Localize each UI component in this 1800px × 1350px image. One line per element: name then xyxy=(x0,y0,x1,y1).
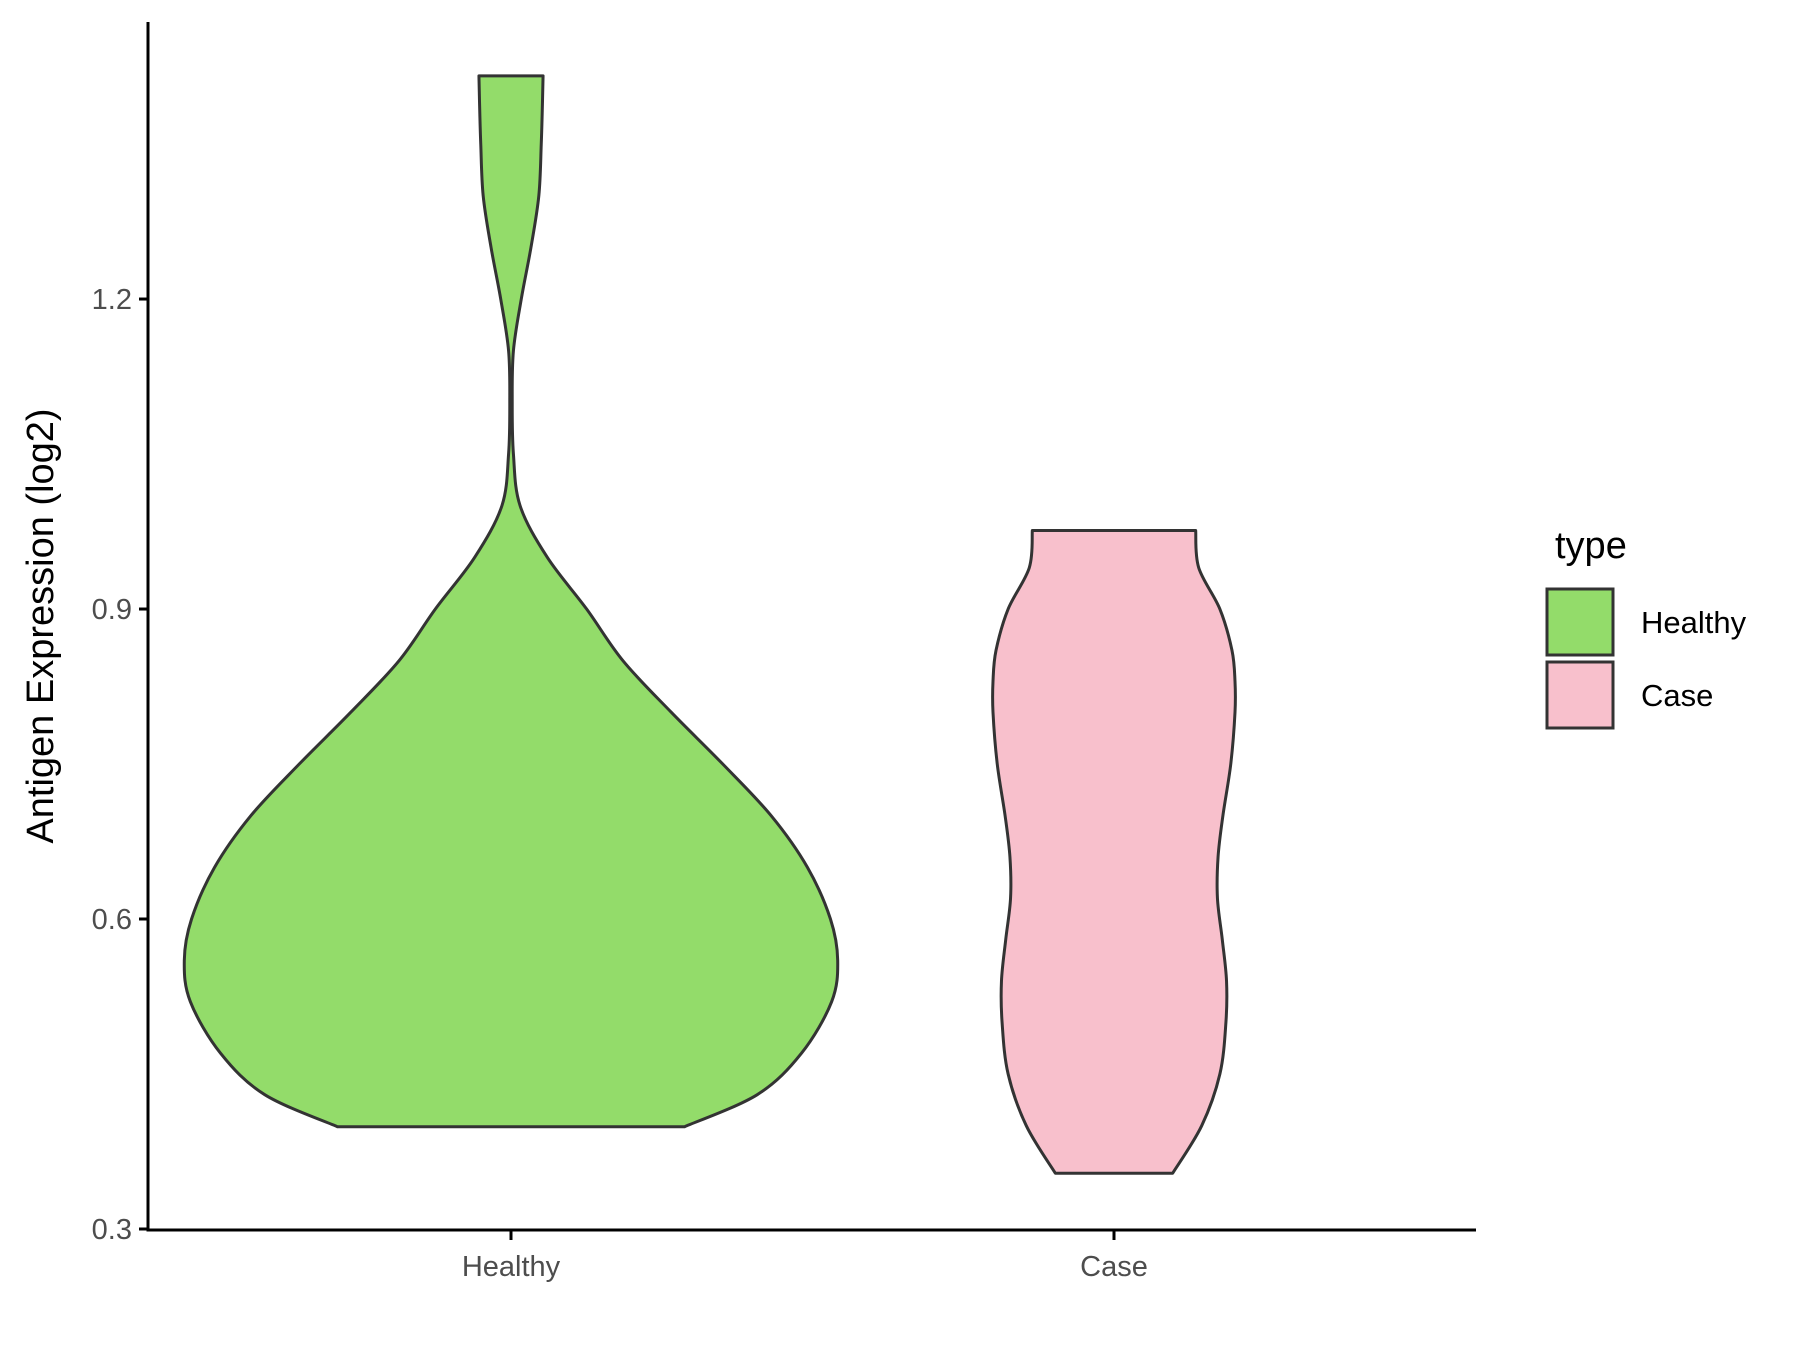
y-tick-label: 0.6 xyxy=(92,904,132,936)
violin-case xyxy=(991,528,1237,1175)
violin-healthy xyxy=(182,74,840,1129)
legend-key-case xyxy=(1545,660,1615,730)
violin-layer xyxy=(182,74,1237,1175)
y-tick-label: 0.9 xyxy=(92,594,132,626)
x-axis-ticks: Healthy Case xyxy=(462,1230,1148,1283)
y-axis-title: Antigen Expression (log2) xyxy=(20,408,62,843)
legend-title: type xyxy=(1555,525,1627,567)
legend-key-healthy xyxy=(1545,587,1615,657)
y-tick-label: 0.3 xyxy=(92,1214,132,1246)
x-tick-label: Case xyxy=(1080,1251,1148,1283)
y-axis-ticks: 0.3 0.6 0.9 1.2 xyxy=(92,284,148,1246)
x-tick-label: Healthy xyxy=(462,1251,561,1283)
legend-label: Case xyxy=(1641,678,1713,713)
y-tick-label: 1.2 xyxy=(92,284,132,316)
legend-entries: Healthy Case xyxy=(1545,587,1747,730)
legend-label: Healthy xyxy=(1641,605,1747,640)
legend: type Healthy Case xyxy=(1545,525,1747,730)
